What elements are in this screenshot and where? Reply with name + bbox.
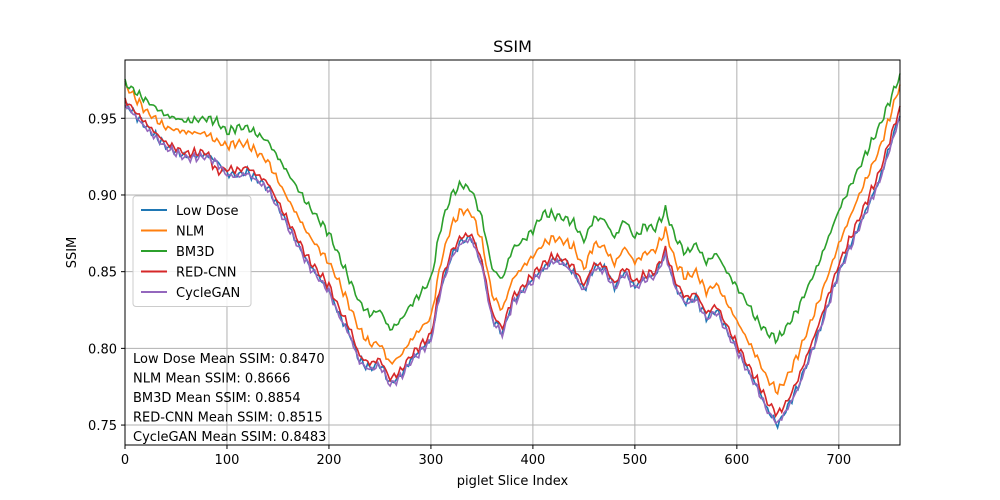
plot-frame bbox=[124, 59, 901, 446]
grid-lines bbox=[124, 60, 900, 445]
legend-label: Low Dose bbox=[176, 204, 238, 219]
x-tick-label: 500 bbox=[622, 453, 647, 468]
y-tick-label: 0.85 bbox=[88, 266, 117, 281]
legend-label: CycleGAN bbox=[176, 286, 240, 301]
x-axis-title: piglet Slice Index bbox=[457, 474, 569, 489]
legend-label: BM3D bbox=[176, 245, 214, 260]
y-tick-label: 0.80 bbox=[88, 342, 117, 357]
mean-ssim-label: RED-CNN Mean SSIM: 0.8515 bbox=[133, 411, 323, 426]
legend: Low Dose NLM BM3D RED-CNN CycleGAN bbox=[132, 195, 252, 307]
legend-label: NLM bbox=[176, 225, 204, 240]
mean-ssim-label: NLM Mean SSIM: 0.8666 bbox=[133, 372, 290, 387]
mean-ssim-label: Low Dose Mean SSIM: 0.8470 bbox=[133, 352, 325, 367]
series-line-nlm bbox=[124, 80, 901, 396]
x-tick-label: 0 bbox=[121, 453, 129, 468]
y-tick-label: 0.95 bbox=[88, 112, 117, 127]
legend-label: RED-CNN bbox=[176, 266, 236, 281]
chart-title: SSIM bbox=[493, 37, 532, 56]
x-tick-label: 200 bbox=[317, 453, 342, 468]
y-axis-title: SSIM bbox=[65, 237, 80, 269]
mean-ssim-label: BM3D Mean SSIM: 0.8854 bbox=[133, 391, 301, 406]
series-lines bbox=[124, 73, 901, 431]
x-tick-label: 300 bbox=[419, 453, 444, 468]
x-tick-label: 100 bbox=[215, 453, 240, 468]
legend-box bbox=[132, 195, 252, 307]
y-tick-label: 0.90 bbox=[88, 189, 117, 204]
series-line-red-cnn bbox=[124, 97, 901, 419]
axis-ticks: 0 100 200 300 400 500 600 700 0.75 0.80 0.85 0.90 0.… bbox=[88, 112, 851, 468]
mean-ssim-label: CycleGAN Mean SSIM: 0.8483 bbox=[133, 430, 326, 445]
x-tick-label: 700 bbox=[826, 453, 851, 468]
x-tick-label: 600 bbox=[724, 453, 749, 468]
series-line-cyclegan bbox=[124, 104, 901, 425]
x-tick-label: 400 bbox=[520, 453, 545, 468]
series-line-bm3d bbox=[124, 73, 901, 345]
mean-ssim-annotations: Low Dose Mean SSIM: 0.8470 NLM Mean SSIM:… bbox=[133, 352, 326, 445]
y-tick-label: 0.75 bbox=[88, 419, 117, 434]
